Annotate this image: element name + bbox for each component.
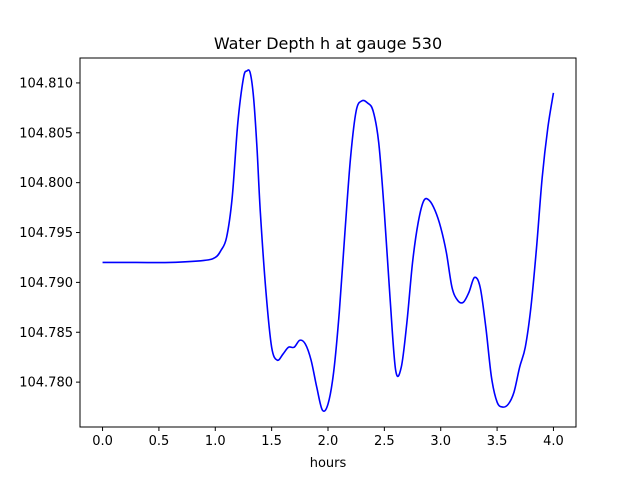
y-tick-label: 104.785 (19, 326, 73, 341)
series-line-0 (102, 69, 555, 412)
chart-title: Water Depth h at gauge 530 (214, 34, 442, 53)
y-tick-label: 104.810 (19, 76, 73, 91)
x-tick-label: 4.0 (543, 434, 564, 449)
x-tick-label: 0.5 (149, 434, 170, 449)
y-tick-label: 104.780 (19, 376, 73, 391)
x-tick-label: 3.0 (430, 434, 451, 449)
x-tick-label: 0.0 (92, 434, 113, 449)
x-tick-label: 2.5 (374, 434, 395, 449)
y-tick-label: 104.805 (19, 126, 73, 141)
y-axis: 104.780 104.785 104.790 104.795 104.800 104.8… (19, 76, 80, 391)
x-axis-label: hours (310, 456, 347, 471)
y-tick-label: 104.795 (19, 226, 73, 241)
x-tick-label: 3.5 (487, 434, 508, 449)
x-tick-label: 1.0 (205, 434, 226, 449)
y-tick-label: 104.800 (19, 176, 73, 191)
x-tick-label: 1.5 (261, 434, 282, 449)
series-group (102, 69, 555, 412)
x-tick-label: 2.0 (318, 434, 339, 449)
plot-frame (79, 57, 577, 428)
y-tick-label: 104.790 (19, 276, 73, 291)
x-axis: 0.0 0.5 1.0 1.5 2.0 2.5 3.0 3.5 4.0 (92, 427, 564, 449)
